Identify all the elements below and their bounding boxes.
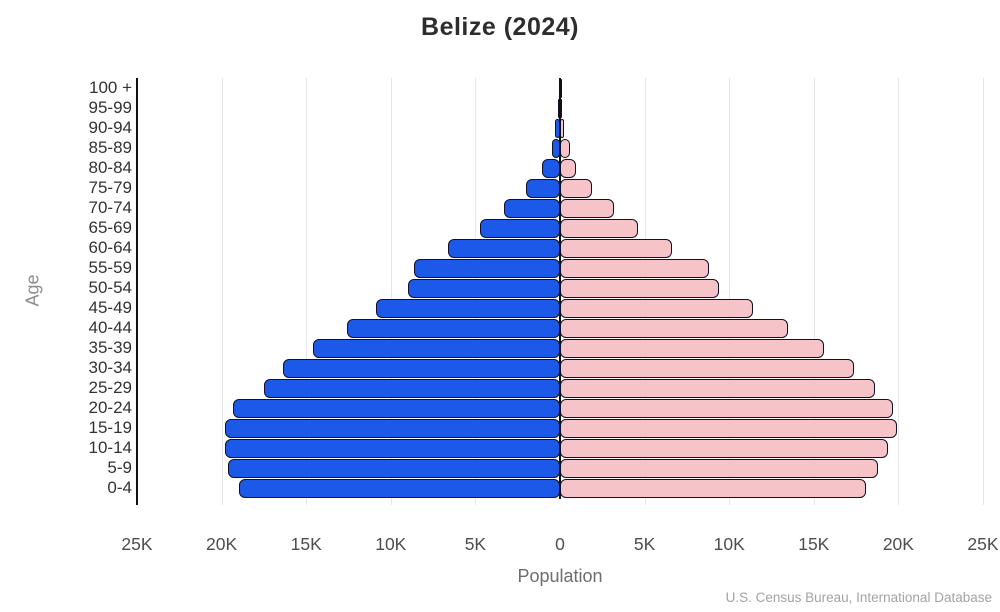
x-tick-label: 5K [464, 534, 487, 554]
age-tick-label: 100 + [88, 78, 132, 97]
male-bar-20-24[interactable] [233, 398, 560, 418]
female-bar-70-74[interactable] [560, 198, 615, 218]
x-axis-title: Population [517, 566, 603, 586]
male-bar-50-54[interactable] [407, 278, 560, 298]
age-tick-label: 85-89 [88, 138, 132, 157]
x-tick-label: 15K [290, 534, 322, 554]
female-bar-80-84[interactable] [560, 158, 577, 178]
female-bar-30-34[interactable] [560, 358, 855, 378]
female-bar-20-24[interactable] [560, 398, 894, 418]
female-bar-40-44[interactable] [560, 318, 789, 338]
age-tick-label: 15-19 [88, 418, 132, 437]
x-tick-label: 20K [206, 534, 238, 554]
y-axis-title: Age [22, 274, 43, 307]
male-bar-40-44[interactable] [346, 318, 560, 338]
female-bar-50-54[interactable] [560, 278, 720, 298]
male-bar-45-49[interactable] [375, 298, 560, 318]
gridline [729, 78, 731, 505]
female-bar-15-19[interactable] [560, 418, 897, 438]
x-tick-label: 0 [555, 534, 565, 554]
male-bar-5-9[interactable] [228, 458, 560, 478]
female-bar-75-79[interactable] [560, 178, 593, 198]
male-bar-75-79[interactable] [526, 178, 560, 198]
age-tick-label: 20-24 [88, 398, 132, 417]
chart-title: Belize (2024) [421, 13, 579, 41]
age-tick-label: 90-94 [88, 118, 132, 137]
age-tick-label: 55-59 [88, 258, 132, 277]
x-tick-label: 15K [798, 534, 830, 554]
gridline [898, 78, 900, 505]
male-bar-70-74[interactable] [504, 198, 560, 218]
female-bar-85-89[interactable] [560, 138, 571, 158]
age-tick-label: 65-69 [88, 218, 132, 237]
age-tick-label: 0-4 [107, 478, 132, 497]
female-bar-55-59[interactable] [560, 258, 709, 278]
age-tick-label: 40-44 [88, 318, 132, 337]
x-tick-label: 10K [375, 534, 407, 554]
male-bar-60-64[interactable] [448, 238, 560, 258]
x-tick-label: 10K [713, 534, 745, 554]
x-tick-label: 20K [882, 534, 914, 554]
age-tick-label: 50-54 [88, 278, 132, 297]
female-bar-10-14[interactable] [560, 438, 889, 458]
female-bar-65-69[interactable] [560, 218, 638, 238]
male-bar-15-19[interactable] [224, 418, 560, 438]
female-bar-25-29[interactable] [560, 378, 875, 398]
male-bar-30-34[interactable] [282, 358, 560, 378]
age-tick-label: 30-34 [88, 358, 132, 377]
male-bar-0-4[interactable] [238, 478, 560, 498]
age-tick-label: 25-29 [88, 378, 132, 397]
age-tick-label: 5-9 [107, 458, 132, 477]
source-attribution: U.S. Census Bureau, International Databa… [725, 590, 992, 605]
x-tick-label: 25K [967, 534, 999, 554]
male-bar-35-39[interactable] [312, 338, 560, 358]
male-bar-65-69[interactable] [480, 218, 560, 238]
age-tick-label: 75-79 [88, 178, 132, 197]
female-bar-60-64[interactable] [560, 238, 672, 258]
gridline [221, 78, 223, 505]
age-tick-label: 45-49 [88, 298, 132, 317]
zero-line [559, 78, 561, 499]
male-bar-10-14[interactable] [224, 438, 560, 458]
age-tick-label: 60-64 [88, 238, 132, 257]
female-bar-35-39[interactable] [560, 338, 824, 358]
age-tick-label: 10-14 [88, 438, 132, 457]
age-tick-label: 80-84 [88, 158, 132, 177]
female-bar-0-4[interactable] [560, 478, 867, 498]
gridline [983, 78, 984, 505]
gridline [306, 78, 308, 505]
gridline [390, 78, 392, 505]
age-tick-label: 35-39 [88, 338, 132, 357]
female-bar-5-9[interactable] [560, 458, 879, 478]
age-tick-label: 95-99 [88, 98, 132, 117]
male-bar-55-59[interactable] [414, 258, 560, 278]
age-tick-label: 70-74 [88, 198, 132, 217]
female-bar-45-49[interactable] [560, 298, 753, 318]
x-tick-label: 25K [121, 534, 153, 554]
male-bar-25-29[interactable] [263, 378, 560, 398]
male-bar-80-84[interactable] [542, 158, 560, 178]
x-tick-label: 5K [633, 534, 656, 554]
y-axis-line [136, 78, 138, 505]
gridline [813, 78, 815, 505]
